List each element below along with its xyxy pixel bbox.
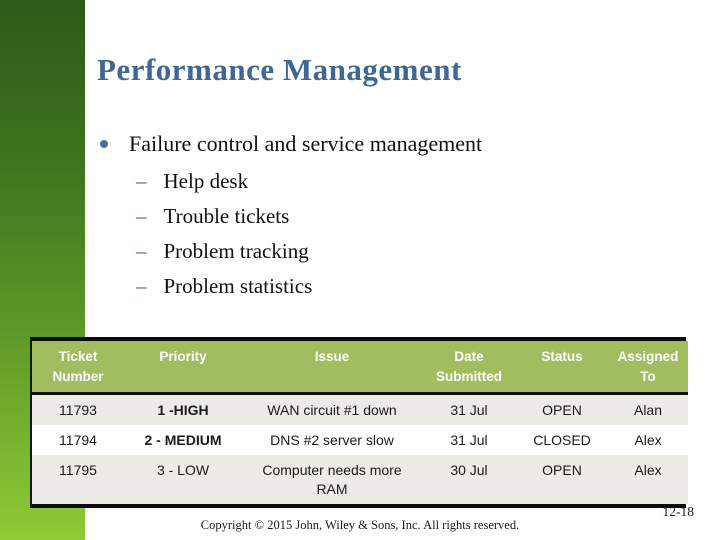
issue-cell: WAN circuit #1 down <box>242 393 422 425</box>
table-row: 11795 3 - LOW Computer needs more RAM 30… <box>32 455 688 504</box>
column-header-status: Status <box>516 341 608 395</box>
status-cell: OPEN <box>516 393 608 425</box>
table-row: 11793 1 -HIGH WAN circuit #1 down 31 Jul… <box>32 393 688 425</box>
column-header-issue: Issue <box>242 341 422 395</box>
bullet-list: Failure control and service management –… <box>98 131 678 309</box>
page-title: Performance Management <box>97 52 462 87</box>
assigned-to-cell: Alan <box>608 393 688 425</box>
issue-cell: DNS #2 server slow <box>242 425 422 455</box>
column-header-assigned-to: Assigned To <box>608 341 688 395</box>
issue-cell: Computer needs more RAM <box>242 455 422 504</box>
date-submitted-cell: 31 Jul <box>422 393 516 425</box>
column-header-ticket-number: Ticket Number <box>32 341 124 395</box>
bullet-dot-icon <box>100 140 108 148</box>
ticket-number-cell: 11795 <box>32 455 124 504</box>
ticket-number-cell: 11793 <box>32 393 124 425</box>
assigned-to-cell: Alex <box>608 425 688 455</box>
copyright-text: Copyright © 2015 John, Wiley & Sons, Inc… <box>200 518 520 532</box>
bullet-item-label: Failure control and service management <box>129 131 483 156</box>
sub-bullet-item: – Problem statistics <box>136 274 678 298</box>
priority-cell: 1 -HIGH <box>124 393 242 425</box>
trouble-ticket-table: Ticket Number Priority Issue Date Submit… <box>30 337 688 508</box>
dash-bullet-icon: – <box>136 274 147 298</box>
sub-bullet-list: – Help desk – Trouble tickets – Problem … <box>136 169 678 298</box>
sub-bullet-label: Problem tracking <box>163 239 309 263</box>
priority-cell: 3 - LOW <box>124 455 242 504</box>
slide-page-number: 12-18 <box>662 504 695 519</box>
ticket-number-cell: 11794 <box>32 425 124 455</box>
sub-bullet-item: – Trouble tickets <box>136 204 678 228</box>
bullet-item-main: Failure control and service management <box>98 131 678 157</box>
table-header-row: Ticket Number Priority Issue Date Submit… <box>32 341 688 395</box>
status-cell: OPEN <box>516 455 608 504</box>
status-cell: CLOSED <box>516 425 608 455</box>
sub-bullet-label: Problem statistics <box>163 274 313 298</box>
date-submitted-cell: 30 Jul <box>422 455 516 504</box>
dash-bullet-icon: – <box>136 204 147 228</box>
column-header-priority: Priority <box>124 341 242 395</box>
table-row: 11794 2 - MEDIUM DNS #2 server slow 31 J… <box>32 425 688 455</box>
sub-bullet-label: Help desk <box>163 169 249 193</box>
priority-cell: 2 - MEDIUM <box>124 425 242 455</box>
assigned-to-cell: Alex <box>608 455 688 504</box>
column-header-date-submitted: Date Submitted <box>422 341 516 395</box>
dash-bullet-icon: – <box>136 239 147 263</box>
sub-bullet-item: – Help desk <box>136 169 678 193</box>
date-submitted-cell: 31 Jul <box>422 425 516 455</box>
sub-bullet-item: – Problem tracking <box>136 239 678 263</box>
sub-bullet-label: Trouble tickets <box>163 204 290 228</box>
dash-bullet-icon: – <box>136 169 147 193</box>
